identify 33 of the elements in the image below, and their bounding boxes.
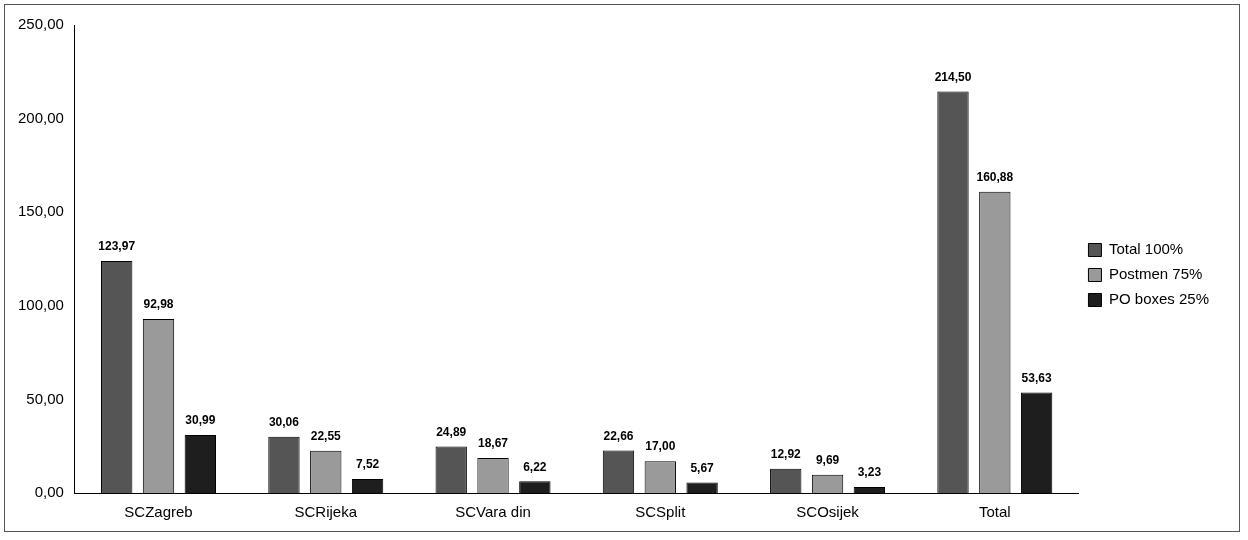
data-label: 12,92 [770, 447, 802, 462]
y-tick-label: 150,00 [17, 202, 64, 220]
y-tick-label: 0,00 [34, 483, 64, 501]
legend-label: PO boxes 25% [1108, 290, 1210, 308]
x-tick-label: SCRijeka [294, 503, 358, 521]
legend-label: Total 100% [1108, 240, 1184, 258]
data-label: 22,66 [603, 428, 634, 443]
data-label: 6,22 [523, 459, 547, 474]
x-tick-label: Total [978, 503, 1011, 521]
y-tick-label: 200,00 [17, 108, 64, 126]
data-label: 7,52 [355, 457, 380, 472]
data-label: 53,63 [1021, 370, 1052, 385]
data-label: 3,23 [857, 465, 882, 480]
data-label: 24,89 [436, 424, 467, 439]
data-label: 18,67 [478, 436, 509, 451]
x-tick-label: SCVara din [455, 503, 531, 521]
data-label: 160,88 [976, 170, 1014, 185]
data-label: 5,67 [690, 460, 715, 475]
x-tick-label: SCZagreb [124, 503, 193, 521]
data-label: 17,00 [645, 439, 676, 454]
x-tick-label: SCOsijek [796, 503, 860, 521]
legend-label: Postmen 75% [1108, 265, 1203, 283]
x-tick-label: SCSplit [635, 503, 687, 521]
y-tick-label: 100,00 [17, 295, 64, 313]
data-label: 30,06 [268, 415, 300, 430]
data-label: 92,98 [143, 297, 174, 312]
data-label: 22,55 [310, 429, 342, 444]
data-label: 30,99 [185, 413, 216, 428]
data-label: 123,97 [98, 239, 136, 254]
y-tick-label: 50,00 [26, 389, 64, 407]
data-label: 214,50 [934, 69, 972, 84]
y-tick-label: 250,00 [17, 15, 64, 33]
data-label: 9,69 [815, 453, 840, 468]
